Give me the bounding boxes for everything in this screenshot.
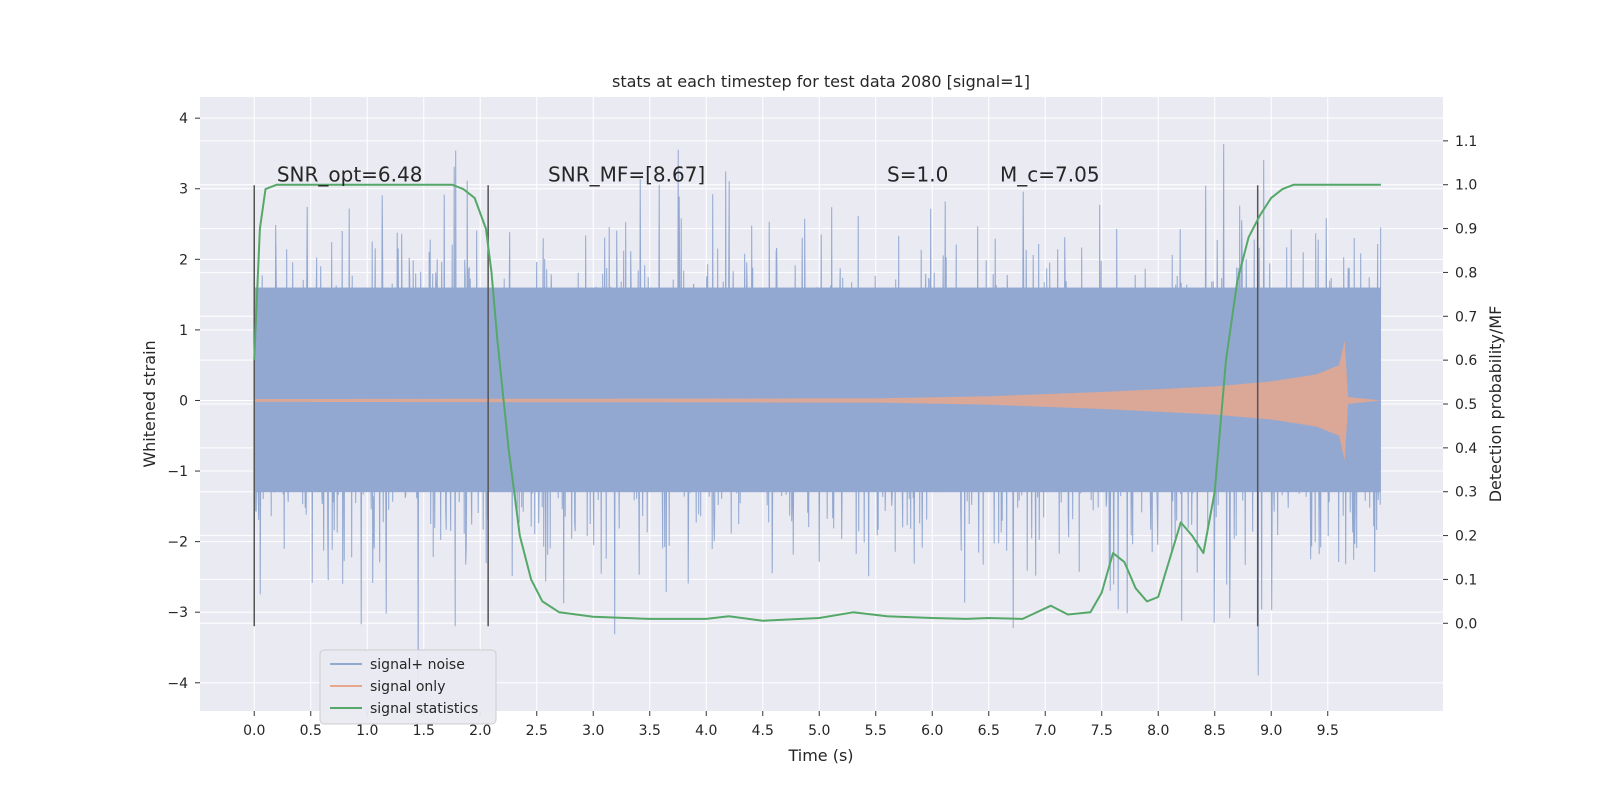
x-tick-label: 1.5	[413, 723, 435, 739]
legend-label-signal-statistics: signal statistics	[370, 701, 478, 717]
x-tick-label: 5.5	[865, 723, 887, 739]
y-right-tick-label: 0.5	[1455, 397, 1477, 413]
x-tick-label: 4.5	[752, 723, 774, 739]
y-left-tick-label: 2	[179, 252, 188, 268]
noise-trace	[253, 144, 1382, 690]
annotations: SNR_opt=6.48 SNR_MF=[8.67] S=1.0 M_c=7.05	[277, 163, 1100, 187]
legend-label-signal-noise: signal+ noise	[370, 657, 465, 673]
y-right-tick-label: 0.1	[1455, 572, 1477, 588]
x-tick-label: 9.0	[1260, 723, 1282, 739]
y-left-tick-label: −4	[167, 676, 188, 692]
annotation-0: SNR_opt=6.48	[277, 163, 423, 187]
y-left-tick-label: −2	[167, 535, 188, 551]
x-tick-label: 2.0	[469, 723, 491, 739]
y-right-tick-label: 1.0	[1455, 178, 1477, 194]
x-tick-label: 9.5	[1317, 723, 1339, 739]
y-right-tick-label: 1.1	[1455, 134, 1477, 150]
y-left-tick-label: 1	[179, 323, 188, 339]
y-left-axis-title: Whitened strain	[140, 340, 159, 467]
legend-box	[319, 649, 497, 725]
signal-only-envelope	[254, 340, 1381, 461]
y-left-tick-label: 4	[179, 111, 188, 127]
y-right-tick-label: 0.0	[1455, 616, 1477, 632]
y-right-tick-label: 0.3	[1455, 485, 1477, 501]
x-tick-label: 6.5	[978, 723, 1000, 739]
x-tick-label: 0.5	[300, 723, 322, 739]
signal-statistics-series	[253, 183, 1381, 622]
y-left-tick-labels: −4 −3 −2 −1 0 1 2 3 4	[167, 111, 200, 692]
y-right-tick-label: 0.2	[1455, 529, 1477, 545]
x-tick-label: 5.0	[808, 723, 830, 739]
signal-statistics-line	[253, 183, 1381, 622]
y-right-tick-label: 0.9	[1455, 222, 1477, 238]
x-tick-label: 3.5	[639, 723, 661, 739]
y-right-tick-label: 0.8	[1455, 265, 1477, 281]
x-tick-labels: 0.0 0.5 1.0 1.5 2.0 2.5 3.0 3.5 4.0 4.5 5.0 5.5 6.0 6…	[243, 711, 1339, 739]
y-left-tick-label: 3	[179, 182, 188, 198]
x-tick-label: 4.0	[695, 723, 717, 739]
y-right-tick-labels: 0.0 0.1 0.2 0.3 0.4 0.5 0.6 0.7 0.8 0.9 1.0 1.1	[1443, 134, 1477, 632]
annotation-3: M_c=7.05	[1000, 163, 1100, 187]
x-tick-label: 7.5	[1091, 723, 1113, 739]
x-tick-label: 8.5	[1204, 723, 1226, 739]
y-right-tick-label: 0.4	[1455, 441, 1477, 457]
y-right-axis-title: Detection probability/MF	[1486, 306, 1505, 503]
x-tick-label: 7.0	[1034, 723, 1056, 739]
chart-title: stats at each timestep for test data 208…	[612, 72, 1030, 91]
annotation-1: SNR_MF=[8.67]	[548, 163, 705, 187]
signal-only-series	[254, 340, 1381, 461]
x-tick-label: 6.0	[921, 723, 943, 739]
y-left-tick-label: 0	[179, 393, 188, 409]
y-right-tick-label: 0.6	[1455, 353, 1477, 369]
x-tick-label: 8.0	[1147, 723, 1169, 739]
legend-label-signal-only: signal only	[370, 679, 445, 695]
y-left-tick-label: −1	[167, 464, 188, 480]
legend: signal+ noise signal only signal statist…	[319, 649, 497, 725]
y-left-tick-label: −3	[167, 605, 188, 621]
annotation-2: S=1.0	[887, 163, 948, 187]
x-axis-title: Time (s)	[787, 746, 853, 765]
x-tick-label: 1.0	[356, 723, 378, 739]
x-tick-label: 2.5	[526, 723, 548, 739]
vertical-markers	[253, 185, 1259, 627]
x-tick-label: 3.0	[582, 723, 604, 739]
x-tick-label: 0.0	[243, 723, 265, 739]
y-right-tick-label: 0.7	[1455, 309, 1477, 325]
